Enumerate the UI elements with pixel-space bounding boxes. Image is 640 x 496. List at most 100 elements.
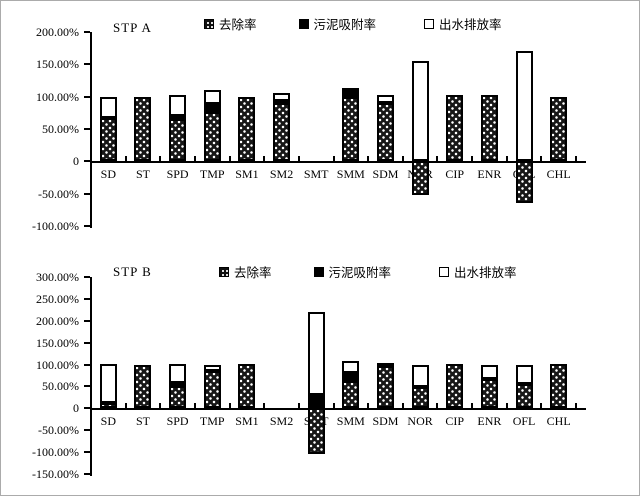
legend-item-sludge: 污泥吸附率 bbox=[298, 14, 376, 33]
x-category-label: TMP bbox=[199, 414, 225, 429]
x-category-label: ST bbox=[135, 167, 150, 182]
bar-removal bbox=[515, 384, 533, 409]
bar-sludge bbox=[376, 362, 394, 367]
x-category-label: SDM bbox=[372, 414, 399, 429]
y-tick-label: 300.00% bbox=[36, 270, 79, 284]
y-tick-label: -50.00% bbox=[38, 186, 79, 201]
bar-sludge bbox=[342, 373, 360, 382]
bar-effluent bbox=[480, 364, 498, 379]
y-tick bbox=[84, 31, 90, 33]
y-tick-label: -100.00% bbox=[32, 445, 79, 460]
y-axis bbox=[90, 277, 92, 476]
y-tick bbox=[84, 429, 90, 432]
x-category-label: SM1 bbox=[235, 167, 259, 182]
bar-effluent bbox=[342, 361, 360, 374]
x-tick bbox=[332, 403, 335, 409]
legend-label-effluent: 出水排放率 bbox=[454, 266, 517, 280]
bar-effluent bbox=[411, 61, 429, 162]
bar-removal bbox=[169, 385, 187, 409]
x-tick bbox=[367, 403, 370, 409]
x-tick bbox=[436, 156, 439, 162]
y-tick-label: 100.00% bbox=[36, 357, 79, 372]
y-tick bbox=[84, 473, 90, 475]
y-tick bbox=[84, 407, 90, 410]
x-category-label: ST bbox=[135, 414, 150, 429]
y-tick bbox=[84, 276, 90, 278]
y-axis bbox=[90, 32, 92, 228]
x-category-label: OFL bbox=[512, 414, 536, 429]
y-tick bbox=[84, 297, 90, 300]
bar-effluent bbox=[99, 96, 117, 118]
bar-effluent bbox=[515, 365, 533, 385]
bar-removal bbox=[307, 408, 325, 455]
bar-removal bbox=[411, 161, 429, 195]
x-tick bbox=[575, 156, 577, 162]
y-tick-label: 150.00% bbox=[36, 335, 79, 350]
x-category-label: SMT bbox=[303, 167, 329, 182]
x-tick bbox=[193, 156, 196, 162]
bar-removal bbox=[238, 96, 256, 162]
bar-effluent bbox=[376, 94, 394, 104]
legend-label-removal: 去除率 bbox=[234, 266, 272, 280]
bar-effluent bbox=[169, 363, 187, 384]
x-tick bbox=[263, 156, 266, 162]
x-tick bbox=[575, 403, 577, 409]
bar-effluent bbox=[307, 312, 325, 396]
removal-swatch-icon bbox=[219, 266, 229, 277]
bar-removal bbox=[238, 363, 256, 409]
x-tick bbox=[540, 156, 543, 162]
legend-item-effluent: 出水排放率 bbox=[439, 262, 517, 281]
y-tick-label: 150.00% bbox=[36, 57, 79, 72]
x-tick bbox=[436, 403, 439, 409]
x-category-label: ENR bbox=[477, 414, 502, 429]
y-tick bbox=[84, 128, 90, 130]
bar-removal bbox=[446, 95, 464, 162]
chart-b-title: STP B bbox=[113, 264, 152, 279]
effluent-swatch-icon bbox=[439, 266, 450, 277]
x-category-label: TMP bbox=[199, 167, 225, 182]
bar-sludge bbox=[203, 104, 221, 113]
x-category-label: ENR bbox=[477, 167, 502, 182]
y-tick-label: 0 bbox=[73, 401, 79, 416]
legend-item-sludge: 污泥吸附率 bbox=[313, 262, 392, 281]
x-tick bbox=[228, 403, 231, 409]
effluent-swatch-icon bbox=[424, 18, 435, 29]
sludge-swatch-icon bbox=[298, 18, 309, 29]
y-tick bbox=[84, 385, 90, 388]
x-tick bbox=[263, 403, 266, 409]
x-category-label: SM2 bbox=[269, 414, 294, 429]
y-tick-label: 250.00% bbox=[36, 291, 79, 306]
x-tick bbox=[124, 403, 127, 409]
y-tick bbox=[84, 95, 90, 98]
bar-effluent bbox=[273, 92, 291, 102]
x-axis bbox=[91, 408, 586, 411]
legend-label-sludge: 污泥吸附率 bbox=[328, 266, 392, 280]
bar-removal bbox=[376, 365, 394, 409]
y-tick-label: 200.00% bbox=[36, 313, 79, 328]
bar-removal bbox=[203, 112, 221, 162]
x-tick bbox=[297, 156, 300, 162]
y-tick bbox=[84, 341, 90, 344]
x-category-label: SDM bbox=[372, 167, 399, 182]
y-tick-label: 0 bbox=[73, 154, 79, 169]
removal-swatch-icon bbox=[204, 18, 214, 29]
x-tick bbox=[505, 156, 508, 162]
y-tick-label: -100.00% bbox=[32, 219, 79, 233]
x-axis bbox=[91, 161, 586, 164]
x-tick bbox=[228, 156, 231, 162]
x-category-label: SM1 bbox=[235, 414, 259, 429]
legend-item-removal: 去除率 bbox=[204, 14, 257, 33]
x-category-label: CIP bbox=[445, 167, 465, 182]
x-category-label: NOR bbox=[407, 414, 433, 429]
x-category-label: SD bbox=[100, 414, 116, 429]
x-category-label: SD bbox=[100, 167, 116, 182]
x-category-label: CIP bbox=[445, 414, 465, 429]
x-tick bbox=[401, 156, 404, 162]
bar-removal bbox=[342, 381, 360, 409]
bar-removal bbox=[134, 96, 152, 162]
bar-effluent bbox=[203, 90, 221, 105]
bar-removal bbox=[515, 161, 533, 203]
bar-sludge bbox=[169, 383, 187, 388]
x-tick bbox=[401, 403, 404, 409]
